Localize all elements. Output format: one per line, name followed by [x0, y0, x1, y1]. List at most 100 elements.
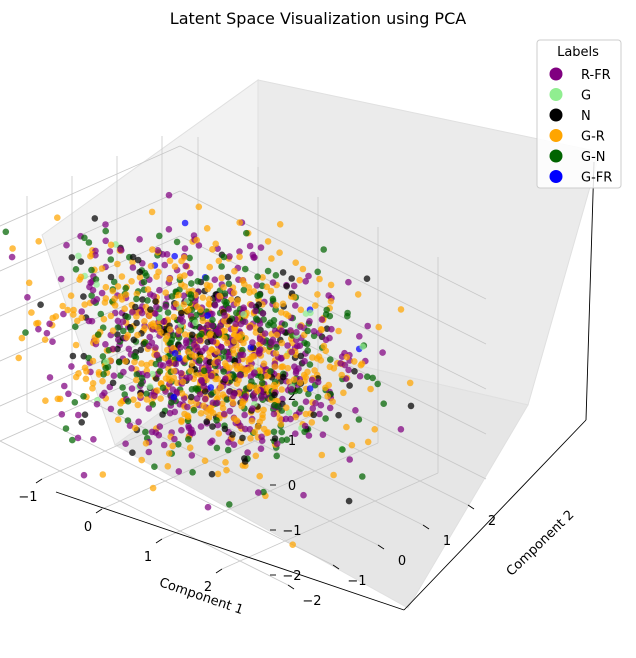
point-g-n [151, 463, 158, 471]
point-g-n [303, 340, 311, 348]
point-g-r [111, 295, 118, 303]
point-r-fr [199, 347, 206, 355]
point-r-fr [309, 405, 317, 412]
point-r-fr [129, 309, 136, 316]
point-g-r [141, 318, 148, 325]
point-g-n [281, 321, 289, 328]
point-g-r [132, 424, 139, 432]
point-g-n [240, 286, 248, 294]
point-g-n [203, 274, 210, 282]
point-r-fr [293, 329, 300, 336]
point-g-n [173, 238, 181, 246]
point-g-n [120, 327, 127, 335]
point-r-fr [249, 405, 256, 412]
y-tick [332, 564, 340, 570]
point-g-r [15, 354, 22, 362]
point-r-fr [145, 405, 153, 412]
point-g-r [278, 386, 286, 393]
point-g-r [284, 312, 292, 320]
point-r-fr [159, 251, 167, 258]
point-n [257, 326, 264, 334]
z-tick-label: 1 [288, 434, 296, 449]
point-g-n [99, 353, 107, 360]
point-n [69, 352, 77, 360]
point-g-r [276, 415, 284, 422]
point-g-r [102, 283, 110, 291]
point-r-fr [117, 246, 124, 253]
point-g-r [109, 287, 117, 295]
point-g-r [213, 348, 221, 355]
point-g-n [189, 469, 196, 476]
point-n [226, 317, 233, 325]
point-r-fr [190, 341, 198, 348]
point-g-n [283, 436, 291, 444]
point-n [346, 382, 353, 389]
point-g-r [64, 306, 71, 314]
point-g-r [178, 390, 186, 397]
point-g-n [233, 309, 240, 317]
point-g-r [166, 275, 173, 283]
point-r-fr [217, 322, 224, 330]
point-r-fr [237, 351, 244, 359]
point-g-r [209, 246, 216, 253]
point-g-r [165, 450, 173, 457]
chart-title: Latent Space Visualization using PCA [170, 9, 466, 28]
point-g-r [144, 286, 152, 293]
point-g-r [81, 301, 88, 308]
point-r-fr [310, 328, 318, 335]
point-g-r [304, 368, 311, 376]
point-r-fr [208, 322, 216, 329]
point-r-fr [177, 344, 184, 351]
point-r-fr [187, 429, 195, 436]
point-r-fr [226, 407, 234, 415]
point-g-r [318, 451, 326, 459]
point-g-n [327, 356, 334, 363]
point-g-r [148, 208, 156, 216]
point-g-n [374, 380, 382, 388]
point-g-r [343, 353, 351, 361]
point-g-n [92, 276, 100, 283]
point-g-n [124, 313, 132, 321]
point-n [297, 352, 305, 360]
point-g-n [69, 436, 76, 444]
point-r-fr [197, 423, 205, 430]
point-r-fr [90, 436, 97, 443]
point-n [271, 391, 278, 399]
point-r-fr [178, 426, 185, 434]
point-g-r [184, 412, 191, 419]
point-g-n [297, 405, 305, 412]
point-g-r [180, 254, 188, 261]
point-g-r [118, 273, 126, 280]
point-g-r [154, 387, 161, 394]
point-r-fr [166, 409, 174, 417]
point-g-r [122, 291, 130, 298]
point-g-n [242, 265, 249, 273]
point-g-r [197, 410, 205, 417]
legend-label-n: N [581, 109, 591, 124]
point-g-r [153, 273, 160, 280]
point-r-fr [341, 361, 349, 369]
point-r-fr [292, 369, 300, 377]
point-n [152, 298, 159, 305]
point-g-r [221, 334, 228, 342]
point-r-fr [150, 292, 157, 300]
point-r-fr [242, 393, 249, 400]
point-n [107, 273, 115, 281]
point-r-fr [204, 503, 212, 511]
point-g [146, 383, 154, 390]
y-tick [377, 544, 385, 550]
point-g-n [169, 332, 177, 339]
point-g-n [2, 228, 10, 236]
legend-label-g-r: G-R [581, 130, 605, 145]
point-r-fr [125, 345, 133, 353]
point-r-fr [254, 489, 262, 496]
point-n [351, 368, 358, 375]
point-g-r [194, 303, 201, 311]
point-r-fr [154, 247, 162, 254]
point-g-r [351, 358, 358, 365]
point-r-fr [273, 440, 281, 448]
point-g-r [147, 262, 155, 270]
x-tick-label: 0 [84, 520, 92, 535]
point-r-fr [93, 400, 101, 408]
